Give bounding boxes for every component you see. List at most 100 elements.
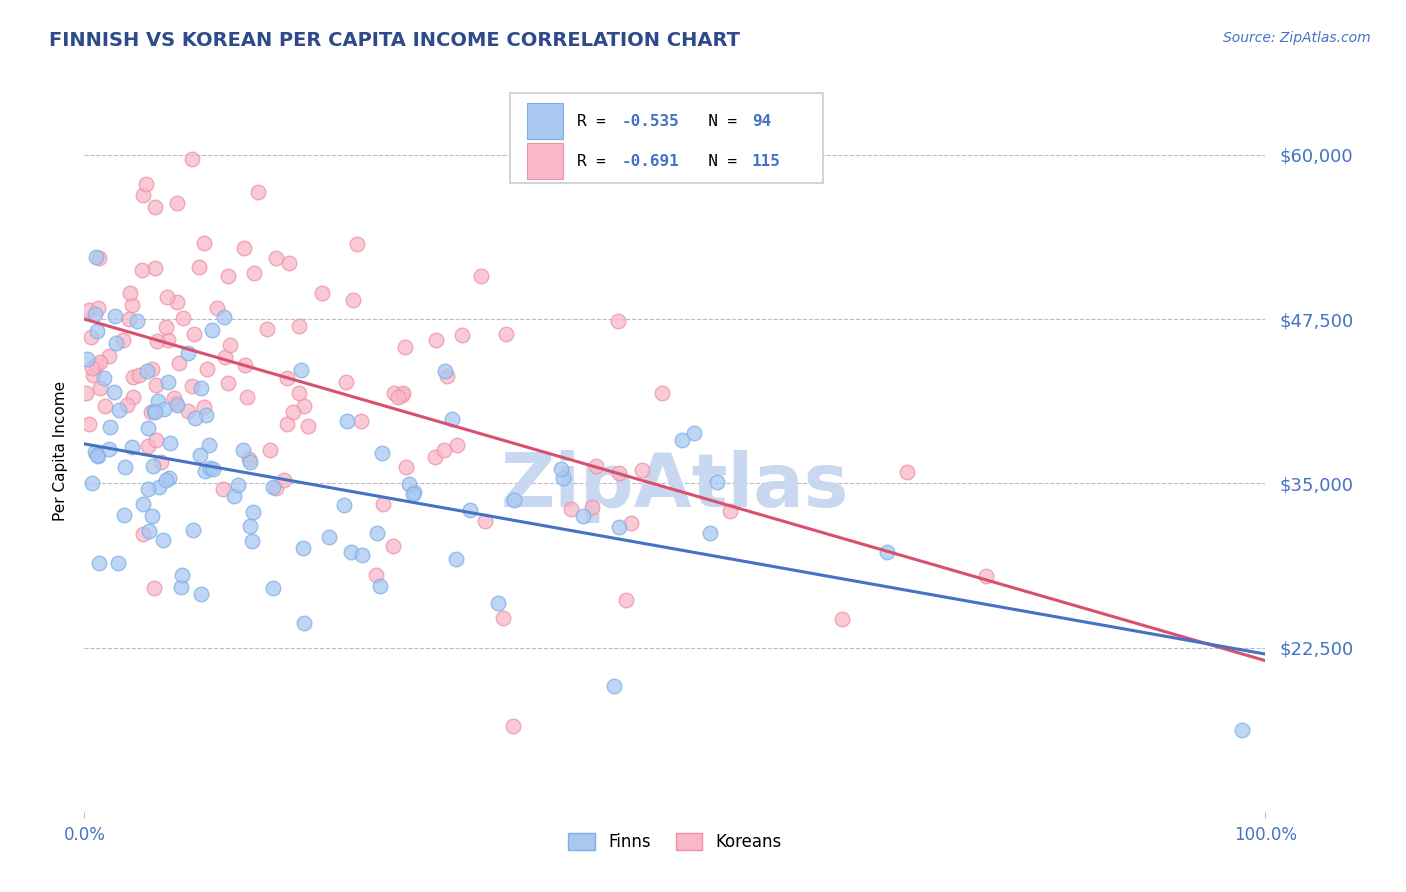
Point <box>395 460 418 475</box>
Point <box>247 186 270 200</box>
Point <box>288 385 311 400</box>
Point <box>297 418 319 433</box>
Point <box>181 524 204 538</box>
Point <box>488 596 510 610</box>
Point <box>276 417 298 431</box>
Point <box>146 393 169 408</box>
Point <box>121 370 143 384</box>
Point <box>166 295 188 310</box>
Point <box>425 450 447 464</box>
Point <box>581 500 603 515</box>
Point <box>706 475 728 490</box>
Point <box>441 412 464 426</box>
Point <box>132 188 155 202</box>
Point <box>585 458 607 473</box>
Point <box>156 290 179 304</box>
Point <box>114 459 136 474</box>
Point <box>364 568 387 582</box>
Point <box>266 251 288 265</box>
Point <box>98 420 121 434</box>
Point <box>492 611 515 625</box>
Point <box>167 356 190 370</box>
Point <box>371 446 394 460</box>
Point <box>201 323 224 337</box>
Point <box>974 569 997 583</box>
Point <box>291 541 314 555</box>
Point <box>1230 723 1253 737</box>
Point <box>198 461 221 475</box>
Point <box>451 328 474 343</box>
Point <box>166 196 188 211</box>
Point <box>156 333 179 347</box>
Point <box>132 527 155 541</box>
Point <box>166 398 188 412</box>
Point <box>138 524 160 538</box>
Point <box>148 480 170 494</box>
Point <box>262 480 284 494</box>
Point <box>181 152 204 166</box>
Point <box>143 405 166 419</box>
Point <box>190 587 212 601</box>
Point <box>876 544 898 558</box>
Point <box>349 414 371 428</box>
Point <box>401 487 423 501</box>
Point <box>139 405 162 419</box>
Point <box>550 462 572 476</box>
Text: N =: N = <box>689 153 747 169</box>
Point <box>262 582 284 596</box>
Bar <box>527 144 562 179</box>
Point <box>607 520 630 534</box>
Point <box>183 326 205 341</box>
Point <box>121 440 143 454</box>
Point <box>104 309 127 323</box>
Point <box>311 285 333 300</box>
Text: Source: ZipAtlas.com: Source: ZipAtlas.com <box>1223 31 1371 45</box>
Point <box>226 478 249 492</box>
Point <box>470 268 492 283</box>
Point <box>212 310 235 325</box>
Point <box>333 499 356 513</box>
Point <box>138 439 160 453</box>
Point <box>132 497 155 511</box>
Point <box>169 580 191 594</box>
Text: -0.535: -0.535 <box>621 114 679 128</box>
Point <box>392 386 415 401</box>
Bar <box>527 103 562 139</box>
Point <box>425 333 447 347</box>
Point <box>136 482 159 496</box>
Point <box>94 399 117 413</box>
Point <box>292 400 315 414</box>
Point <box>896 466 918 480</box>
Point <box>278 256 301 270</box>
Point <box>89 382 111 396</box>
Point <box>145 378 167 392</box>
Point <box>84 445 107 459</box>
Point <box>141 508 163 523</box>
Point <box>84 358 107 372</box>
Point <box>135 364 157 378</box>
Point <box>264 481 287 495</box>
Point <box>217 268 239 283</box>
Point <box>87 301 110 315</box>
Point <box>118 285 141 300</box>
Point <box>614 592 637 607</box>
Point <box>187 260 209 274</box>
Point <box>232 241 254 255</box>
Point <box>239 455 262 469</box>
Point <box>142 459 165 474</box>
Point <box>631 462 654 476</box>
Point <box>193 464 215 478</box>
Point <box>474 514 496 528</box>
Point <box>381 540 404 554</box>
Point <box>276 371 298 385</box>
Y-axis label: Per Capita Income: Per Capita Income <box>53 380 69 521</box>
Point <box>433 363 456 377</box>
Text: FINNISH VS KOREAN PER CAPITA INCOME CORRELATION CHART: FINNISH VS KOREAN PER CAPITA INCOME CORR… <box>49 31 740 50</box>
Point <box>256 322 278 336</box>
Point <box>281 405 304 419</box>
Point <box>232 442 254 457</box>
Point <box>82 361 104 376</box>
Point <box>560 501 582 516</box>
Point <box>290 363 312 377</box>
Point <box>259 442 281 457</box>
